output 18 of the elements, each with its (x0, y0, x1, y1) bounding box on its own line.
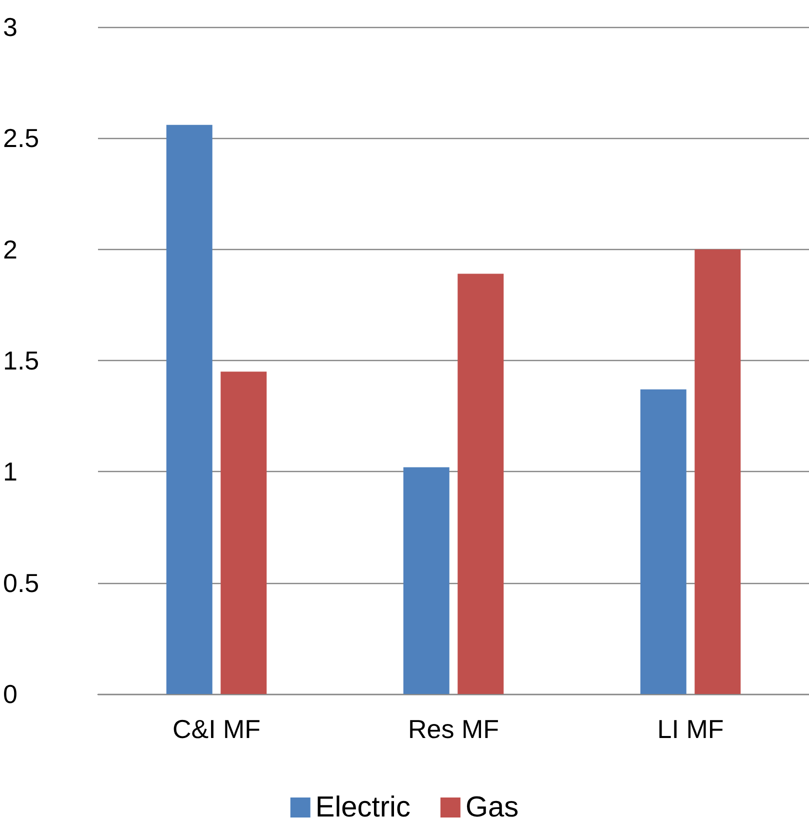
bar (458, 274, 504, 694)
bar (694, 249, 741, 694)
x-tick-label: Res MF (408, 714, 499, 744)
bar (640, 389, 686, 694)
bar (403, 467, 450, 694)
y-tick-label: 1 (3, 456, 18, 487)
y-tick-label: 1.5 (3, 346, 40, 376)
y-tick-label: 0 (3, 679, 18, 709)
y-tick-label: 2.5 (3, 123, 40, 154)
legend-label: Electric (315, 792, 410, 824)
x-tick-label: C&I MF (172, 714, 261, 744)
legend-label: Gas (465, 792, 519, 824)
y-tick-label: 0.5 (3, 568, 40, 598)
x-tick-label: LI MF (657, 714, 724, 744)
bar (220, 372, 267, 694)
y-tick-label: 2 (3, 234, 18, 264)
y-tick-label: 3 (3, 12, 18, 42)
bar (166, 124, 212, 694)
